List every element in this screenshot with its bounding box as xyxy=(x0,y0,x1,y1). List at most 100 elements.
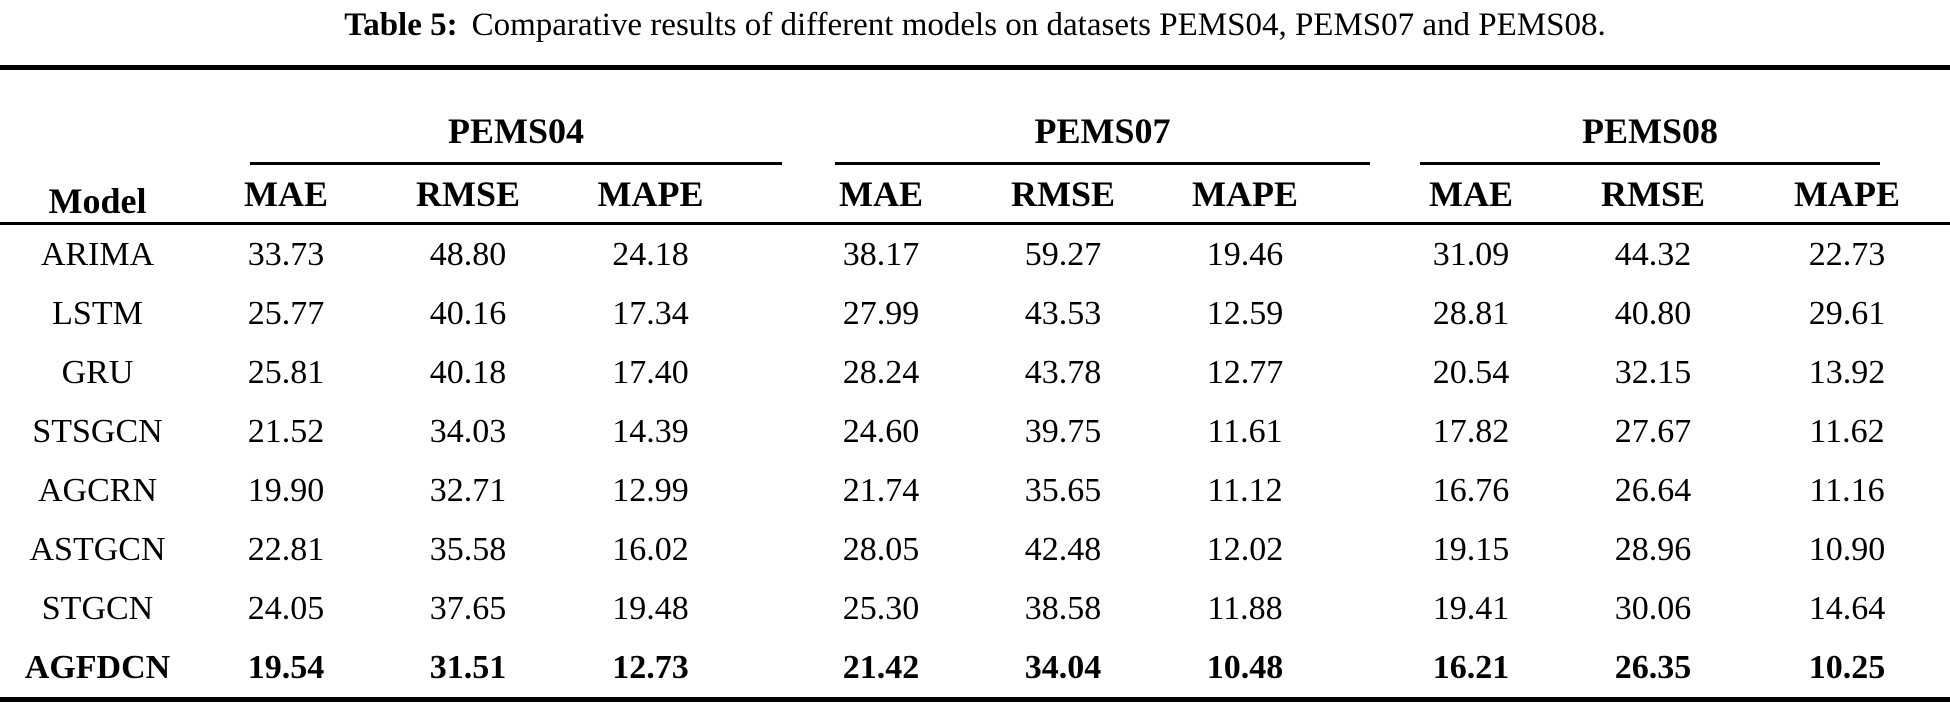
metric-value: 22.73 xyxy=(1808,235,1886,273)
dataset-group-header-pems07: PEMS07 xyxy=(790,68,1380,165)
metric-value: 42.48 xyxy=(1024,530,1102,568)
column-header-mae-pems07: MAE xyxy=(790,165,973,225)
table-row-stgcn: STGCN 24.05 37.65 19.48 25.30 38.58 11.88 19.41… xyxy=(0,579,1950,638)
dataset-group-header-row: Model PEMS04 PEMS07 PEMS08 xyxy=(0,67,1950,225)
metric-value: 37.65 xyxy=(429,589,507,627)
metric-value: 28.96 xyxy=(1614,530,1692,568)
metric-value: 35.65 xyxy=(1024,471,1102,509)
metric-value: 25.30 xyxy=(842,589,920,627)
table-caption-label: Table 5: xyxy=(344,7,458,43)
metric-value: 59.27 xyxy=(1024,235,1102,273)
model-name: STGCN xyxy=(41,589,154,627)
table-caption: Table 5: Comparative results of different… xyxy=(0,0,1950,65)
column-header-mae-pems08: MAE xyxy=(1380,165,1563,225)
metric-value: 22.81 xyxy=(247,530,325,568)
metric-value: 28.24 xyxy=(842,353,920,391)
table-row-agfdcn: AGFDCN 19.54 31.51 12.73 21.42 34.04 10.48 16.2… xyxy=(0,638,1950,700)
table-row-agcrn: AGCRN 19.90 32.71 12.99 21.74 35.65 11.12 16.76… xyxy=(0,461,1950,520)
column-header-rmse-pems04: RMSE xyxy=(377,165,559,225)
metric-value: 19.15 xyxy=(1432,530,1510,568)
metric-value: 19.46 xyxy=(1206,235,1284,273)
metric-value: 13.92 xyxy=(1808,353,1886,391)
metric-value: 11.88 xyxy=(1207,589,1283,627)
table-row-gru: GRU 25.81 40.18 17.40 28.24 43.78 12.77 20.54 32… xyxy=(0,343,1950,402)
table-caption-text: Comparative results of different models … xyxy=(471,7,1606,43)
metric-value: 11.12 xyxy=(1207,471,1283,509)
model-name: ARIMA xyxy=(40,235,155,273)
metric-value: 35.58 xyxy=(429,530,507,568)
table-row-stsgcn: STSGCN 21.52 34.03 14.39 24.60 39.75 11.61 17.8… xyxy=(0,402,1950,461)
metric-value: 16.21 xyxy=(1432,648,1510,686)
column-header-rmse-pems07: RMSE xyxy=(972,165,1155,225)
column-header-rmse-pems08: RMSE xyxy=(1562,165,1745,225)
column-header-mae-pems04: MAE xyxy=(195,165,377,225)
dataset-group-header-pems04: PEMS04 xyxy=(195,68,790,165)
metric-value: 11.16 xyxy=(1809,471,1885,509)
metric-value: 19.54 xyxy=(247,648,325,686)
model-name: AGCRN xyxy=(37,471,158,509)
results-table-body: ARIMA 33.73 48.80 24.18 38.17 59.27 19.46 31.09… xyxy=(0,224,1950,700)
results-table: Model PEMS04 PEMS07 PEMS08 MAE RMSE MAPE MAE R… xyxy=(0,65,1950,702)
metric-value: 19.41 xyxy=(1432,589,1510,627)
metric-value: 28.05 xyxy=(842,530,920,568)
metric-value: 11.62 xyxy=(1809,412,1885,450)
dataset-group-label: PEMS07 xyxy=(835,100,1371,165)
metric-value: 21.52 xyxy=(247,412,325,450)
table-row-arima: ARIMA 33.73 48.80 24.18 38.17 59.27 19.46 31.09… xyxy=(0,224,1950,285)
metric-value: 29.61 xyxy=(1808,294,1886,332)
model-name: ASTGCN xyxy=(29,530,166,568)
metric-value: 27.67 xyxy=(1614,412,1692,450)
dataset-group-header-pems08: PEMS08 xyxy=(1380,68,1950,165)
metric-header-row: MAE RMSE MAPE MAE RMSE MAPE MAE RMSE MAPE xyxy=(0,165,1950,225)
metric-value: 40.18 xyxy=(429,353,507,391)
metric-value: 32.71 xyxy=(429,471,507,509)
metric-value: 40.80 xyxy=(1614,294,1692,332)
dataset-group-label: PEMS04 xyxy=(250,100,783,165)
metric-value: 12.02 xyxy=(1206,530,1284,568)
table-row-astgcn: ASTGCN 22.81 35.58 16.02 28.05 42.48 12.02 19.1… xyxy=(0,520,1950,579)
metric-value: 40.16 xyxy=(429,294,507,332)
metric-value: 34.04 xyxy=(1024,648,1102,686)
metric-value: 25.77 xyxy=(247,294,325,332)
metric-value: 31.09 xyxy=(1432,235,1510,273)
metric-value: 17.40 xyxy=(612,353,689,391)
metric-value: 12.73 xyxy=(612,648,689,686)
metric-value: 33.73 xyxy=(247,235,325,273)
metric-value: 11.61 xyxy=(1207,412,1283,450)
metric-value: 17.34 xyxy=(612,294,689,332)
metric-value: 10.25 xyxy=(1808,648,1886,686)
metric-value: 21.42 xyxy=(842,648,920,686)
model-name: GRU xyxy=(61,353,134,391)
metric-value: 16.76 xyxy=(1432,471,1510,509)
metric-value: 17.82 xyxy=(1432,412,1510,450)
metric-value: 26.35 xyxy=(1614,648,1692,686)
column-header-model: Model xyxy=(0,67,195,225)
metric-value: 44.32 xyxy=(1614,235,1692,273)
metric-value: 10.90 xyxy=(1808,530,1886,568)
model-name: LSTM xyxy=(52,294,143,332)
metric-value: 38.17 xyxy=(842,235,920,273)
metric-value: 25.81 xyxy=(247,353,325,391)
dataset-group-label: PEMS08 xyxy=(1420,100,1881,165)
metric-value: 16.02 xyxy=(612,530,689,568)
metric-value: 19.48 xyxy=(612,589,689,627)
metric-value: 12.59 xyxy=(1206,294,1284,332)
metric-value: 43.78 xyxy=(1024,353,1102,391)
metric-value: 28.81 xyxy=(1432,294,1510,332)
metric-value: 21.74 xyxy=(842,471,920,509)
metric-value: 32.15 xyxy=(1614,353,1692,391)
metric-value: 31.51 xyxy=(429,648,507,686)
metric-value: 26.64 xyxy=(1614,471,1692,509)
metric-value: 43.53 xyxy=(1024,294,1102,332)
metric-value: 24.05 xyxy=(247,589,325,627)
metric-value: 19.90 xyxy=(247,471,325,509)
metric-value: 10.48 xyxy=(1206,648,1284,686)
metric-value: 20.54 xyxy=(1432,353,1510,391)
metric-value: 30.06 xyxy=(1614,589,1692,627)
metric-value: 34.03 xyxy=(429,412,507,450)
metric-value: 39.75 xyxy=(1024,412,1102,450)
metric-value: 27.99 xyxy=(842,294,920,332)
metric-value: 48.80 xyxy=(429,235,507,273)
model-name: STSGCN xyxy=(32,412,163,450)
